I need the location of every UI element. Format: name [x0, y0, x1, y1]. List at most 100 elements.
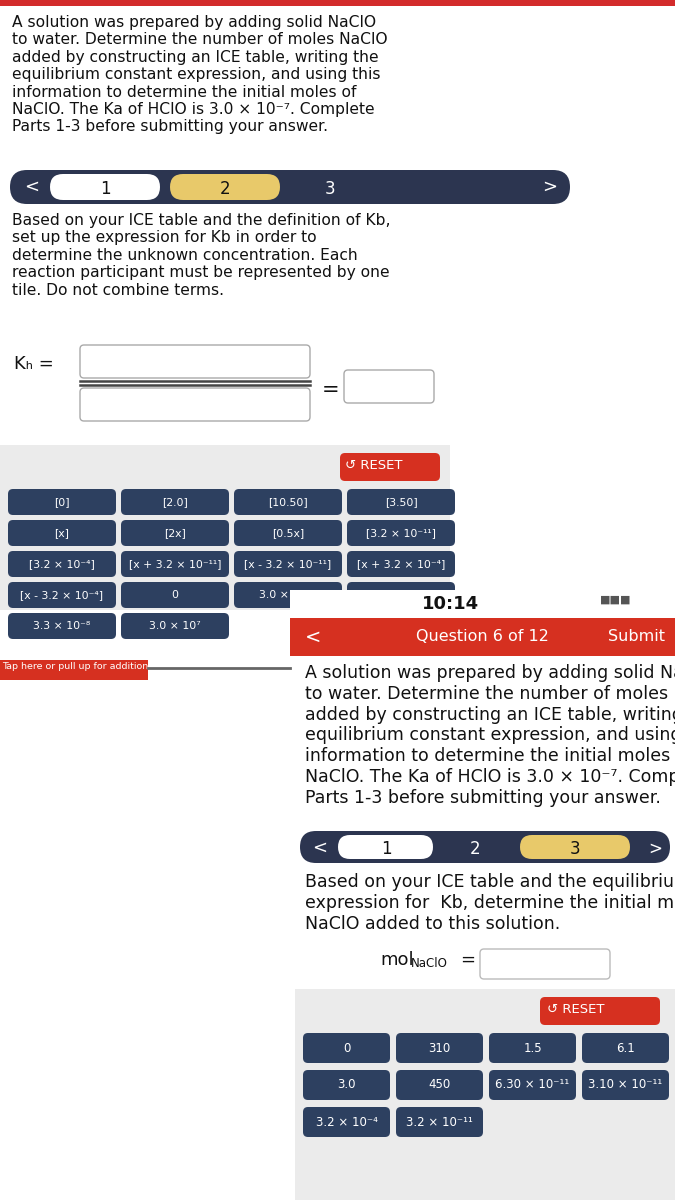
Text: A solution was prepared by adding solid NaClO
to water. Determine the number of : A solution was prepared by adding solid … [305, 664, 675, 806]
Bar [0, 660, 148, 680]
FancyBboxPatch shape [347, 551, 455, 577]
FancyBboxPatch shape [300, 830, 670, 863]
FancyBboxPatch shape [347, 520, 455, 546]
FancyBboxPatch shape [582, 1033, 669, 1063]
Text: 3: 3 [570, 840, 580, 858]
Text: 3.0 × 10⁷: 3.0 × 10⁷ [149, 622, 201, 631]
FancyBboxPatch shape [303, 1070, 390, 1100]
Text: [x + 3.2 × 10⁻⁴]: [x + 3.2 × 10⁻⁴] [357, 559, 446, 569]
FancyBboxPatch shape [121, 490, 229, 515]
Text: =: = [460, 950, 475, 970]
Text: 2: 2 [470, 840, 481, 858]
FancyBboxPatch shape [582, 1070, 669, 1100]
FancyBboxPatch shape [234, 520, 342, 546]
FancyBboxPatch shape [170, 174, 280, 200]
FancyBboxPatch shape [396, 1106, 483, 1138]
FancyBboxPatch shape [8, 490, 116, 515]
Text: 0: 0 [343, 1042, 350, 1055]
FancyBboxPatch shape [234, 490, 342, 515]
FancyBboxPatch shape [234, 551, 342, 577]
Text: [10.50]: [10.50] [268, 497, 308, 506]
Text: 1.5: 1.5 [523, 1042, 542, 1055]
FancyBboxPatch shape [80, 388, 310, 421]
FancyBboxPatch shape [480, 949, 610, 979]
Bar [0, 0, 675, 6]
Bar [0, 445, 450, 610]
Text: ↺ RESET: ↺ RESET [547, 1003, 605, 1016]
FancyBboxPatch shape [121, 551, 229, 577]
FancyBboxPatch shape [121, 613, 229, 638]
FancyBboxPatch shape [303, 1033, 390, 1063]
Text: 6.1: 6.1 [616, 1042, 635, 1055]
FancyBboxPatch shape [396, 1070, 483, 1100]
Text: ↺ RESET: ↺ RESET [345, 458, 402, 472]
Text: 3.0: 3.0 [338, 1079, 356, 1092]
Text: =: = [322, 380, 340, 400]
FancyBboxPatch shape [80, 346, 310, 378]
FancyBboxPatch shape [121, 582, 229, 608]
Text: 1: 1 [100, 180, 110, 198]
Text: Kₕ =: Kₕ = [14, 355, 54, 373]
Text: 3.2 × 10⁻¹¹: 3.2 × 10⁻¹¹ [406, 1116, 473, 1128]
Text: 450: 450 [429, 1079, 451, 1092]
Text: NaClO: NaClO [411, 958, 448, 970]
FancyBboxPatch shape [396, 1033, 483, 1063]
Text: >: > [543, 178, 558, 196]
Text: 3.0 × 10⁻⁷: 3.0 × 10⁻⁷ [259, 590, 317, 600]
Text: [x + 3.2 × 10⁻¹¹]: [x + 3.2 × 10⁻¹¹] [129, 559, 221, 569]
Text: Tap here or pull up for addition: Tap here or pull up for addition [2, 662, 148, 671]
FancyBboxPatch shape [121, 520, 229, 546]
Text: 6.30 × 10⁻¹¹: 6.30 × 10⁻¹¹ [495, 1079, 570, 1092]
Text: Based on your ICE table and the equilibrium
expression for  Kb, determine the in: Based on your ICE table and the equilibr… [305, 874, 675, 932]
Text: 3.2 × 10⁻⁴: 3.2 × 10⁻⁴ [315, 1116, 377, 1128]
FancyBboxPatch shape [347, 490, 455, 515]
Text: A solution was prepared by adding solid NaClO
to water. Determine the number of : A solution was prepared by adding solid … [12, 14, 387, 134]
FancyBboxPatch shape [8, 551, 116, 577]
Bar [295, 989, 675, 1200]
FancyBboxPatch shape [303, 1106, 390, 1138]
FancyBboxPatch shape [489, 1070, 576, 1100]
Bar [290, 618, 675, 656]
FancyBboxPatch shape [344, 370, 434, 403]
FancyBboxPatch shape [8, 520, 116, 546]
Text: >: > [648, 840, 662, 858]
Bar [295, 656, 675, 1200]
Text: [0.5x]: [0.5x] [272, 528, 304, 538]
Text: 310: 310 [429, 1042, 451, 1055]
Text: [3.2 × 10⁻¹¹]: [3.2 × 10⁻¹¹] [366, 528, 436, 538]
Text: [3.50]: [3.50] [385, 497, 417, 506]
Text: 3.3 × 10⁻⁸: 3.3 × 10⁻⁸ [33, 622, 90, 631]
Text: 0: 0 [171, 590, 178, 600]
Text: [2x]: [2x] [164, 528, 186, 538]
Text: [3.2 × 10⁻⁴]: [3.2 × 10⁻⁴] [29, 559, 95, 569]
Text: mol: mol [380, 950, 414, 970]
FancyBboxPatch shape [8, 613, 116, 638]
Text: <: < [24, 178, 39, 196]
Text: Submit: Submit [608, 629, 665, 644]
FancyBboxPatch shape [340, 452, 440, 481]
Text: 3: 3 [325, 180, 335, 198]
Text: [x]: [x] [55, 528, 70, 538]
Text: 3.10 × 10⁻¹¹: 3.10 × 10⁻¹¹ [589, 1079, 663, 1092]
FancyBboxPatch shape [347, 582, 455, 608]
Text: Question 6 of 12: Question 6 of 12 [416, 629, 548, 644]
FancyBboxPatch shape [489, 1033, 576, 1063]
Text: 2: 2 [219, 180, 230, 198]
FancyBboxPatch shape [50, 174, 160, 200]
Bar [290, 590, 675, 618]
Text: [x - 3.2 × 10⁻¹¹]: [x - 3.2 × 10⁻¹¹] [244, 559, 331, 569]
Text: 3.3 × 10⁶: 3.3 × 10⁶ [375, 590, 427, 600]
Text: 1: 1 [381, 840, 392, 858]
FancyBboxPatch shape [8, 582, 116, 608]
Text: [0]: [0] [54, 497, 70, 506]
Text: Based on your ICE table and the definition of Kb,
set up the expression for Kb i: Based on your ICE table and the definiti… [12, 214, 391, 298]
FancyBboxPatch shape [10, 170, 570, 204]
FancyBboxPatch shape [520, 835, 630, 859]
Text: [x - 3.2 × 10⁻⁴]: [x - 3.2 × 10⁻⁴] [20, 590, 103, 600]
FancyBboxPatch shape [338, 835, 433, 859]
Text: [2.0]: [2.0] [162, 497, 188, 506]
Text: ■■■: ■■■ [600, 595, 632, 605]
FancyBboxPatch shape [540, 997, 660, 1025]
Text: 10:14: 10:14 [421, 595, 479, 613]
Text: <: < [305, 628, 321, 647]
